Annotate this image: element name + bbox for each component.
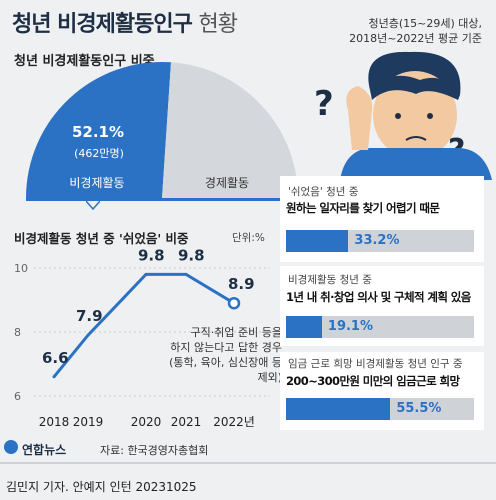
x-tick-label: 2021	[171, 415, 202, 429]
data-value-label: 9.8	[138, 246, 165, 264]
y-tick-label: 10	[14, 262, 28, 275]
stat-card-2: 비경제활동 청년 중 1년 내 취·창업 의사 및 구체적 계획 있음 19.1…	[280, 266, 484, 346]
data-point	[52, 375, 56, 379]
stat-bar-value: 33.2%	[354, 233, 400, 248]
title-suffix: 현황	[198, 12, 238, 37]
x-tick-label: 2022년	[213, 415, 255, 429]
stat-bar-fill	[286, 230, 349, 252]
annotation-line1: 구직·취업 준비 등을	[190, 326, 282, 339]
line-subtitle: 비경제활동 청년 중 '쉬었음' 비중	[14, 231, 189, 246]
annotation-line2: 하지 않는다고 답한 경우	[170, 341, 282, 354]
pie-subtitle: 청년 비경제활동인구 비중	[14, 54, 155, 69]
stat-card-text: 1년 내 취·창업 의사 및 구체적 계획 있음	[286, 290, 471, 304]
stat-card-text: 200~300만원 미만의 임금근로 희망	[286, 374, 460, 388]
pie-percent-label: 52.1%	[71, 123, 125, 141]
credit-line: 김민지 기자. 안예지 인턴 20231025	[6, 480, 197, 494]
page-title: 청년 비경제활동인구 현황	[12, 12, 238, 37]
stat-card-1: '쉬었음' 청년 중 원하는 일자리를 찾기 어렵기 때문 33.2%	[280, 176, 484, 262]
footer-divider	[0, 462, 496, 464]
x-tick-label: 2018	[39, 415, 70, 429]
thinking-man-illustration: ? ?	[314, 51, 492, 180]
publisher-logo: 연합뉴스	[22, 443, 67, 457]
source-label: 자료: 한국경영자총협회	[100, 444, 209, 457]
stat-card-text: 원하는 일자리를 찾기 어렵기 때문	[286, 201, 440, 215]
chart-annotation: 구직·취업 준비 등을 하지 않는다고 답한 경우 (통학, 육아, 심신장애 …	[156, 325, 282, 385]
data-value-label: 7.9	[76, 307, 103, 325]
pie-label-economic: 경제활동	[204, 176, 250, 190]
stat-bar-fill	[286, 398, 391, 420]
yonhap-logo-icon	[4, 440, 18, 454]
stat-card-label: '쉬었음' 청년 중	[288, 186, 359, 198]
data-point	[227, 296, 241, 310]
data-value-label: 8.9	[228, 275, 255, 293]
data-point	[144, 272, 148, 276]
pie-baseline	[26, 198, 298, 201]
stat-bar-fill	[286, 316, 322, 338]
unit-label: 단위:%	[232, 232, 265, 244]
scope-note-line2: 2018년~2022년 평균 기준	[349, 32, 482, 45]
x-tick-label: 2020	[131, 415, 162, 429]
pointer-arrow-icon	[86, 201, 100, 210]
pie-count-label: (462만명)	[74, 147, 124, 160]
annotation-line3: (통학, 육아, 심신장애 등 제외)	[169, 356, 282, 384]
data-value-label: 9.8	[178, 246, 205, 264]
face	[373, 71, 457, 159]
hand	[346, 86, 373, 150]
data-point	[184, 272, 188, 276]
y-tick-label: 6	[14, 390, 21, 403]
question-mark-icon: ?	[314, 84, 334, 124]
scope-note: 청년층(15~29세) 대상, 2018년~2022년 평균 기준	[349, 16, 482, 46]
stat-bar-track: 19.1%	[286, 316, 474, 338]
data-point	[86, 333, 90, 337]
stat-card-label: 임금 근로 희망 비경제활동 청년 인구 중	[288, 358, 463, 370]
y-tick-label: 8	[14, 326, 21, 339]
stat-bar-value: 55.5%	[396, 401, 442, 416]
stat-bar-track: 33.2%	[286, 230, 474, 252]
jacket	[340, 148, 492, 180]
stat-card-3: 임금 근로 희망 비경제활동 청년 인구 중 200~300만원 미만의 임금근…	[280, 352, 484, 430]
data-value-label: 6.6	[42, 349, 69, 367]
stat-card-label: 비경제활동 청년 중	[288, 274, 372, 286]
scope-note-line1: 청년층(15~29세) 대상,	[368, 17, 482, 30]
stat-bar-value: 19.1%	[327, 319, 374, 334]
pie-label-noneconomic: 비경제활동	[69, 176, 125, 190]
x-tick-label: 2019	[73, 415, 104, 429]
stat-bar-track: 55.5%	[286, 398, 474, 420]
